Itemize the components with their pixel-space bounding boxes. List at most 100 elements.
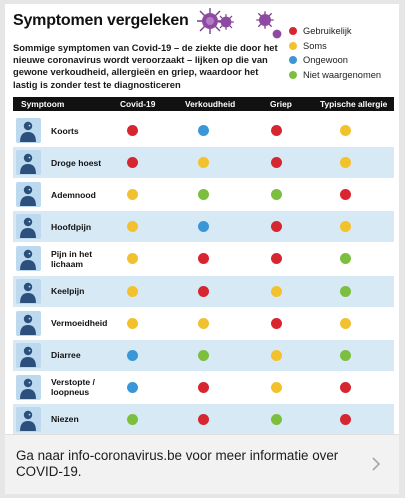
table-row: Ademnood bbox=[13, 179, 394, 210]
legend-swatch bbox=[289, 41, 297, 50]
table-row: Keelpijn bbox=[13, 275, 394, 307]
legend-label: Gebruikelijk bbox=[303, 26, 352, 37]
runny-nose-person-icon bbox=[16, 374, 41, 400]
severity-dot bbox=[126, 157, 138, 169]
symptom-label: Ademnood bbox=[51, 189, 96, 200]
legend-swatch bbox=[289, 27, 297, 36]
symptom-label: Verstopte / loopneus bbox=[51, 377, 95, 398]
table-row: Hoofdpijn bbox=[13, 211, 394, 243]
legend: Gebruikelijk Soms Ongewoon Niet waargenomen bbox=[289, 24, 395, 82]
symptom-label: Pijn in het lichaam bbox=[51, 248, 93, 269]
link-caption[interactable]: Ga naar info-coronavirus.be voor meer in… bbox=[5, 434, 399, 494]
severity-dot bbox=[339, 157, 351, 169]
sore-throat-person-icon bbox=[16, 278, 41, 304]
symptoms-infographic: Symptomen vergeleken bbox=[5, 4, 399, 435]
severity-dot bbox=[270, 413, 282, 425]
legend-item: Gebruikelijk bbox=[289, 24, 395, 39]
severity-dot bbox=[197, 189, 209, 201]
lungs-person-icon bbox=[16, 182, 41, 208]
table-row: Vermoeidheid bbox=[13, 308, 394, 339]
legend-item: Ongewoon bbox=[289, 53, 395, 68]
severity-dot bbox=[339, 381, 351, 393]
severity-dot bbox=[270, 381, 282, 393]
coughing-person-icon bbox=[16, 150, 41, 176]
tired-person-icon bbox=[16, 310, 41, 336]
severity-dot bbox=[197, 221, 209, 233]
severity-dot bbox=[339, 349, 351, 361]
severity-dot bbox=[126, 317, 138, 329]
severity-dot bbox=[197, 381, 209, 393]
severity-dot bbox=[270, 157, 282, 169]
severity-dot bbox=[270, 125, 282, 136]
table-row: Koorts bbox=[13, 115, 394, 146]
severity-dot bbox=[339, 221, 351, 233]
table-header: Symptoom Covid-19 Verkoudheid Griep Typi… bbox=[13, 97, 394, 111]
severity-dot bbox=[126, 381, 138, 393]
column-header-covid: Covid-19 bbox=[120, 99, 156, 109]
severity-dot bbox=[197, 253, 209, 265]
severity-dot bbox=[197, 157, 209, 169]
thermometer-person-icon bbox=[16, 118, 41, 143]
severity-dot bbox=[197, 285, 209, 297]
severity-dot bbox=[339, 285, 351, 297]
link-preview-card[interactable]: Symptomen vergeleken bbox=[5, 4, 399, 494]
severity-dot bbox=[197, 317, 209, 329]
severity-dot bbox=[126, 253, 138, 265]
severity-dot bbox=[126, 285, 138, 297]
legend-item: Soms bbox=[289, 39, 395, 54]
headache-person-icon bbox=[16, 214, 41, 240]
severity-dot bbox=[270, 253, 282, 265]
severity-dot bbox=[339, 317, 351, 329]
legend-item: Niet waargenomen bbox=[289, 68, 395, 83]
severity-dot bbox=[197, 413, 209, 425]
table-row: Verstopte / loopneus bbox=[13, 372, 394, 403]
severity-dot bbox=[126, 125, 138, 136]
severity-dot bbox=[270, 349, 282, 361]
legend-label: Soms bbox=[303, 40, 327, 51]
symptom-label: Droge hoest bbox=[51, 157, 102, 168]
column-header-cold: Verkoudheid bbox=[185, 99, 236, 109]
symptom-label: Diarree bbox=[51, 350, 81, 361]
severity-dot bbox=[270, 189, 282, 201]
column-header-symptom: Symptoom bbox=[21, 99, 65, 109]
symptom-label: Vermoeidheid bbox=[51, 318, 108, 329]
legend-label: Niet waargenomen bbox=[303, 69, 382, 80]
legend-swatch bbox=[289, 70, 297, 79]
symptom-label: Niezen bbox=[51, 414, 79, 425]
severity-dot bbox=[339, 253, 351, 265]
symptom-label: Keelpijn bbox=[51, 286, 85, 296]
link-text[interactable]: Ga naar info-coronavirus.be voor meer in… bbox=[16, 448, 339, 479]
legend-swatch bbox=[289, 56, 297, 65]
severity-dot bbox=[339, 189, 351, 201]
severity-dot bbox=[270, 285, 282, 297]
virus-icon bbox=[256, 11, 274, 29]
sneezing-person-icon bbox=[16, 406, 41, 432]
body-pain-person-icon bbox=[16, 246, 41, 272]
chevron-right-icon[interactable] bbox=[369, 457, 383, 471]
symptom-label: Koorts bbox=[51, 125, 79, 136]
severity-dot bbox=[126, 221, 138, 233]
severity-dot bbox=[197, 349, 209, 361]
symptom-label: Hoofdpijn bbox=[51, 221, 92, 232]
severity-dot bbox=[126, 349, 138, 361]
severity-dot bbox=[197, 125, 209, 136]
column-header-flu: Griep bbox=[270, 99, 292, 109]
severity-dot bbox=[339, 413, 351, 425]
severity-dot bbox=[270, 221, 282, 233]
infographic-intro: Sommige symptomen van Covid-19 – de ziek… bbox=[13, 42, 278, 90]
table-row: Niezen bbox=[13, 403, 394, 435]
infographic-title: Symptomen vergeleken bbox=[13, 12, 189, 29]
severity-dot bbox=[126, 189, 138, 201]
severity-dot bbox=[270, 317, 282, 329]
legend-label: Ongewoon bbox=[303, 55, 348, 66]
table-row: Pijn in het lichaam bbox=[13, 243, 394, 274]
stomach-person-icon bbox=[16, 342, 41, 368]
virus-icon bbox=[218, 14, 234, 30]
table-row: Droge hoest bbox=[13, 147, 394, 179]
severity-dot bbox=[339, 125, 351, 136]
table-row: Diarree bbox=[13, 339, 394, 371]
virus-icon bbox=[197, 8, 223, 34]
virus-icon bbox=[272, 29, 282, 39]
column-header-allergy: Typische allergie bbox=[320, 99, 388, 109]
severity-dot bbox=[126, 413, 138, 425]
